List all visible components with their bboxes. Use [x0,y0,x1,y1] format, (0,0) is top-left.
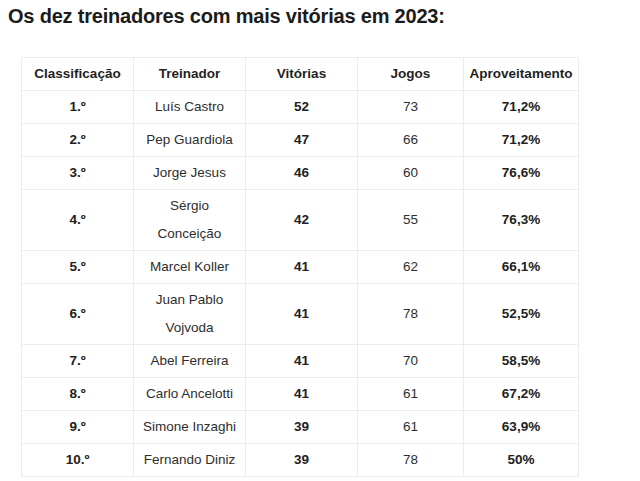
table-row: 6.º Juan Pablo Vojvoda 41 78 52,5% [22,284,579,345]
table-row: 3.º Jorge Jesus 46 60 76,6% [22,157,579,190]
win-rate-cell: 71,2% [464,124,579,157]
wins-cell: 39 [246,444,358,477]
rank-cell: 1.º [22,91,134,124]
rank-cell: 5.º [22,251,134,284]
table-body: 1.º Luís Castro 52 73 71,2% 2.º Pep Guar… [22,91,579,477]
table-row: 1.º Luís Castro 52 73 71,2% [22,91,579,124]
wins-cell: 41 [246,251,358,284]
table-row: 2.º Pep Guardiola 47 66 71,2% [22,124,579,157]
rank-cell: 6.º [22,284,134,345]
win-rate-cell: 63,9% [464,411,579,444]
rank-cell: 9.º [22,411,134,444]
table-row: 5.º Marcel Koller 41 62 66,1% [22,251,579,284]
games-cell: 78 [358,444,464,477]
coach-name-cell: Juan Pablo Vojvoda [134,284,246,345]
win-rate-cell: 71,2% [464,91,579,124]
rank-cell: 8.º [22,378,134,411]
wins-cell: 46 [246,157,358,190]
column-header-treinador: Treinador [134,58,246,91]
win-rate-cell: 76,3% [464,190,579,251]
wins-cell: 41 [246,378,358,411]
coach-name-cell: Carlo Ancelotti [134,378,246,411]
win-rate-cell: 58,5% [464,345,579,378]
column-header-aproveitamento: Aproveitamento [464,58,579,91]
games-cell: 73 [358,91,464,124]
article-page: Os dez treinadores com mais vitórias em … [0,0,640,481]
games-cell: 60 [358,157,464,190]
column-header-vitorias: Vitórias [246,58,358,91]
wins-cell: 39 [246,411,358,444]
rank-cell: 7.º [22,345,134,378]
win-rate-cell: 52,5% [464,284,579,345]
games-cell: 66 [358,124,464,157]
rank-cell: 2.º [22,124,134,157]
wins-cell: 41 [246,345,358,378]
table-row: 9.º Simone Inzaghi 39 61 63,9% [22,411,579,444]
table-head: Classificação Treinador Vitórias Jogos A… [22,58,579,91]
table-row: 10.º Fernando Diniz 39 78 50% [22,444,579,477]
coaches-table: Classificação Treinador Vitórias Jogos A… [21,57,579,477]
win-rate-cell: 50% [464,444,579,477]
win-rate-cell: 76,6% [464,157,579,190]
games-cell: 61 [358,378,464,411]
table-row: 8.º Carlo Ancelotti 41 61 67,2% [22,378,579,411]
coach-name-cell: Pep Guardiola [134,124,246,157]
coach-name-cell: Luís Castro [134,91,246,124]
coach-name-cell: Sérgio Conceição [134,190,246,251]
table-row: 7.º Abel Ferreira 41 70 58,5% [22,345,579,378]
coach-name-cell: Jorge Jesus [134,157,246,190]
wins-cell: 47 [246,124,358,157]
coach-name-cell: Fernando Diniz [134,444,246,477]
table-header-row: Classificação Treinador Vitórias Jogos A… [22,58,579,91]
wins-cell: 42 [246,190,358,251]
games-cell: 55 [358,190,464,251]
win-rate-cell: 67,2% [464,378,579,411]
rank-cell: 4.º [22,190,134,251]
column-header-jogos: Jogos [358,58,464,91]
games-cell: 61 [358,411,464,444]
coach-name-cell: Simone Inzaghi [134,411,246,444]
rank-cell: 10.º [22,444,134,477]
games-cell: 70 [358,345,464,378]
games-cell: 78 [358,284,464,345]
games-cell: 62 [358,251,464,284]
column-header-classificacao: Classificação [22,58,134,91]
coach-name-cell: Abel Ferreira [134,345,246,378]
page-title: Os dez treinadores com mais vitórias em … [8,5,445,28]
wins-cell: 52 [246,91,358,124]
wins-cell: 41 [246,284,358,345]
table-row: 4.º Sérgio Conceição 42 55 76,3% [22,190,579,251]
win-rate-cell: 66,1% [464,251,579,284]
rank-cell: 3.º [22,157,134,190]
coach-name-cell: Marcel Koller [134,251,246,284]
